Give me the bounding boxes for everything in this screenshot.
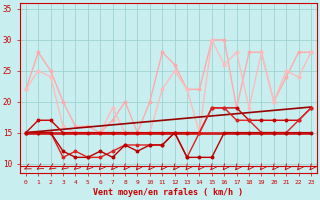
X-axis label: Vent moyen/en rafales ( km/h ): Vent moyen/en rafales ( km/h ) — [93, 188, 244, 197]
